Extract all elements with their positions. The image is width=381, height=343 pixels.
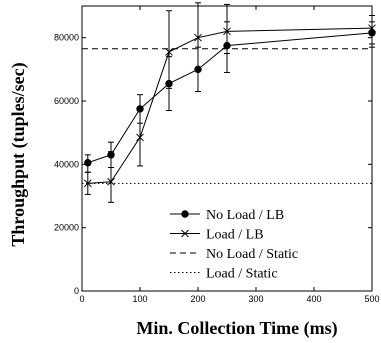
- legend: No Load / LB Load / LB No Load / Static Loa…: [170, 208, 298, 282]
- legend-marker: [181, 229, 189, 238]
- x-tick-label: 400: [306, 294, 321, 304]
- y-axis-title: Throughput (tuples/sec): [8, 62, 29, 246]
- legend-entry: Load / LB: [170, 228, 264, 243]
- error-bar: [137, 110, 143, 167]
- legend-entry: Load / Static: [170, 267, 278, 282]
- error-bar: [108, 151, 114, 203]
- data-point: [107, 177, 115, 186]
- x-tick-label: 100: [132, 294, 147, 304]
- x-axis-title: Min. Collection Time (ms): [136, 318, 337, 339]
- y-tick-label: 20000: [54, 223, 79, 233]
- series-line: [87, 32, 373, 164]
- error-bar: [166, 10, 172, 89]
- data-point: [136, 133, 144, 142]
- legend-label: Load / Static: [206, 267, 278, 282]
- error-bar: [224, 3, 230, 54]
- legend-entry: No Load / LB: [170, 208, 284, 223]
- legend-marker: [181, 210, 189, 218]
- data-point: [84, 159, 92, 167]
- series-1: [83, 2, 376, 203]
- x-tick-label: 200: [190, 294, 205, 304]
- legend-label: No Load / Static: [206, 247, 298, 262]
- data-point: [223, 27, 231, 36]
- y-tick-label: 0: [74, 286, 79, 296]
- x-tick-label: 300: [248, 294, 263, 304]
- y-tick-label: 60000: [54, 96, 79, 106]
- legend-entry: No Load / Static: [170, 247, 298, 262]
- data-point: [194, 33, 202, 42]
- series-0: [84, 21, 376, 173]
- plot-frame: [81, 5, 373, 292]
- y-tick-label: 80000: [54, 33, 79, 43]
- axes: 0 100 200 300 400 500 0 20000 40000 60000 80000: [54, 5, 380, 304]
- y-tick-label: 40000: [54, 159, 79, 169]
- plot-area: [82, 2, 376, 203]
- x-tick-label: 500: [364, 294, 379, 304]
- data-point: [165, 48, 173, 56]
- legend-label: Load / LB: [206, 228, 264, 243]
- series-line: [87, 27, 373, 184]
- legend-label: No Load / LB: [206, 208, 284, 223]
- x-tick-label: 0: [79, 294, 84, 304]
- error-bar: [195, 2, 201, 70]
- data-point: [83, 179, 92, 188]
